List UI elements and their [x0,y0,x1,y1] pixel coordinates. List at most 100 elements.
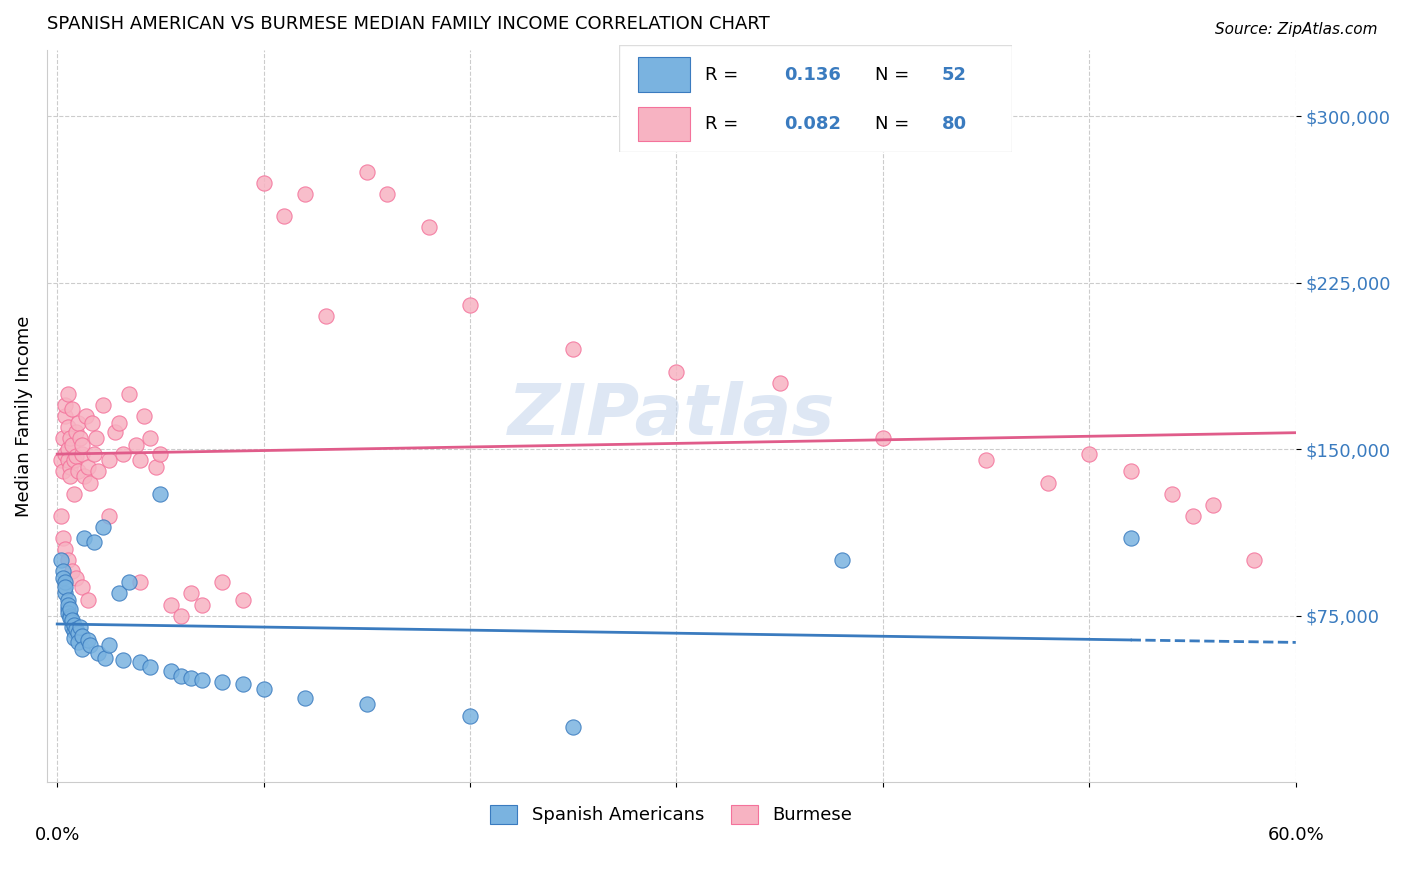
FancyBboxPatch shape [638,107,689,141]
Point [104,425,127,439]
Point [66,465,89,479]
Point [58,469,80,483]
Point [253,681,276,696]
Point [58,460,80,475]
Point [70,438,93,452]
Point [79,475,101,490]
Text: 52: 52 [942,66,966,84]
Point [377,187,399,202]
Text: 0.082: 0.082 [785,115,841,133]
Point [232,593,254,607]
Point [118,386,141,401]
Point [62,453,84,467]
Point [91,520,114,534]
Point [77,460,100,475]
Text: Source: ZipAtlas.com: Source: ZipAtlas.com [1215,22,1378,37]
Point [97,508,120,523]
Point [82,416,104,430]
Point [70,580,93,594]
Point [62,631,84,645]
Point [180,586,202,600]
Point [55,447,77,461]
Point [86,431,108,445]
Point [69,620,91,634]
Point [112,447,135,461]
Text: SPANISH AMERICAN VS BURMESE MEDIAN FAMILY INCOME CORRELATION CHART: SPANISH AMERICAN VS BURMESE MEDIAN FAMIL… [46,15,769,33]
Point [52,564,75,578]
Point [190,673,212,687]
Point [149,447,172,461]
Text: N =: N = [875,115,908,133]
Point [58,608,80,623]
Point [73,531,96,545]
Point [118,575,141,590]
Point [562,720,585,734]
Point [112,653,135,667]
Point [58,611,80,625]
Point [1078,447,1101,461]
Point [62,617,84,632]
Point [70,629,93,643]
Point [232,677,254,691]
Point [315,309,337,323]
Point [79,638,101,652]
Point [55,542,77,557]
Text: R =: R = [706,66,738,84]
Point [458,298,481,312]
Point [1119,465,1142,479]
Point [132,409,155,423]
Point [211,675,233,690]
Point [831,553,853,567]
Point [56,607,79,621]
Point [97,638,120,652]
Point [139,659,162,673]
Point [170,608,193,623]
Point [108,416,131,430]
Point [55,398,77,412]
Point [1181,508,1204,523]
Text: N =: N = [875,66,908,84]
Point [65,449,87,463]
Point [66,626,89,640]
Point [52,465,75,479]
Point [55,580,77,594]
Point [1161,486,1184,500]
Point [1119,531,1142,545]
Text: 80: 80 [942,115,966,133]
Point [60,615,83,630]
Point [974,453,997,467]
Point [75,409,97,423]
Point [211,575,233,590]
Point [56,453,79,467]
Point [56,598,79,612]
Point [56,420,79,434]
Point [51,453,73,467]
Point [58,602,80,616]
Point [180,671,202,685]
Point [56,553,79,567]
Point [65,425,87,439]
Point [56,593,79,607]
Point [128,575,150,590]
Point [769,376,792,390]
Point [73,469,96,483]
Point [562,343,585,357]
Point [69,431,91,445]
Point [1036,475,1059,490]
Point [60,402,83,417]
Point [60,438,83,452]
Point [87,647,110,661]
Point [139,431,162,445]
Point [83,447,105,461]
Point [93,650,115,665]
Point [56,386,79,401]
Point [294,187,316,202]
Point [108,586,131,600]
Point [356,165,378,179]
Point [124,438,146,452]
Point [253,176,276,190]
Point [77,633,100,648]
Point [128,453,150,467]
Point [65,571,87,585]
Point [87,465,110,479]
